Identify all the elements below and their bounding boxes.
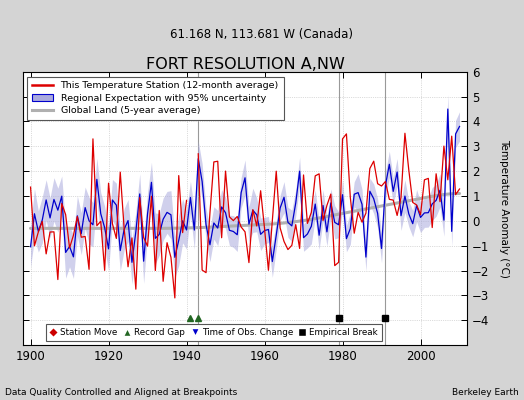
Text: Data Quality Controlled and Aligned at Breakpoints: Data Quality Controlled and Aligned at B… [5, 388, 237, 397]
Text: Berkeley Earth: Berkeley Earth [452, 388, 519, 397]
Y-axis label: Temperature Anomaly (°C): Temperature Anomaly (°C) [499, 139, 509, 278]
Text: 61.168 N, 113.681 W (Canada): 61.168 N, 113.681 W (Canada) [170, 28, 354, 41]
Title: FORT RESOLUTION A,NW: FORT RESOLUTION A,NW [146, 57, 344, 72]
Legend: Station Move, Record Gap, Time of Obs. Change, Empirical Break: Station Move, Record Gap, Time of Obs. C… [46, 324, 382, 341]
